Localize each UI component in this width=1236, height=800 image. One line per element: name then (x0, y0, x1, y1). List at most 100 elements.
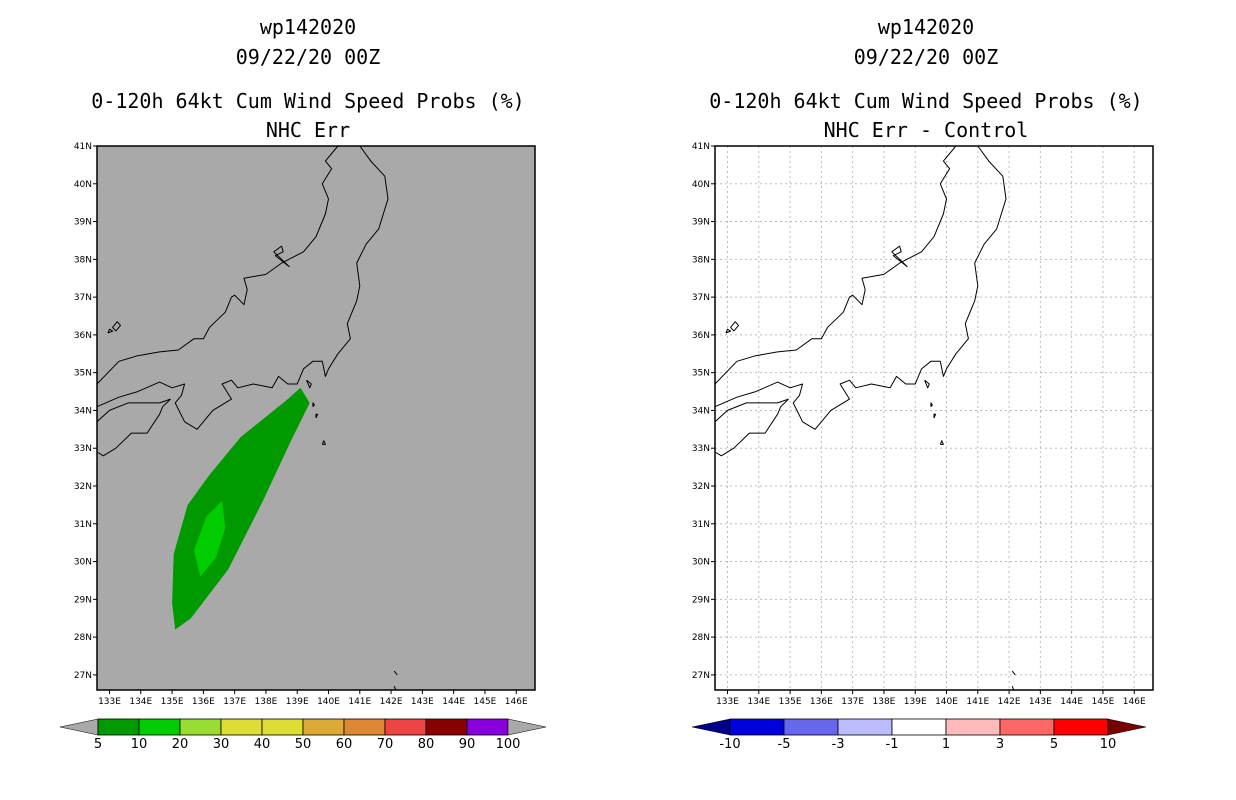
p1-coastline (930, 402, 933, 408)
p0-colorbar-segment (384, 718, 427, 736)
p1-colorbar-label: 10 (1100, 737, 1117, 752)
p0-colorbar-label: 40 (254, 737, 271, 752)
left-subtitle: NHC Err (265, 118, 351, 142)
p1-lat-label: 36N (692, 331, 710, 341)
right-storm-id: wp142020 (877, 15, 975, 39)
p0-colorbar-segment (466, 718, 509, 736)
left-datetime: 09/22/20 00Z (235, 45, 381, 69)
p1-lat-label: 31N (692, 520, 710, 530)
p0-coastline (107, 328, 114, 334)
p1-colorbar-label: -1 (886, 737, 899, 752)
p1-lon-label: 141E (966, 697, 989, 707)
p1-colorbar-low-arrow (691, 718, 731, 736)
p0-coastline (273, 245, 290, 268)
p0-colorbar-high-arrow (507, 718, 547, 736)
p0-lon-label: 146E (505, 697, 528, 707)
p1-lon-label: 144E (1060, 697, 1083, 707)
p1-lon-label: 143E (1029, 697, 1052, 707)
p1-coastline (939, 440, 944, 445)
p1-lat-label: 29N (692, 595, 710, 605)
p0-colorbar-label: 20 (172, 737, 189, 752)
p1-lat-label: 34N (692, 406, 710, 416)
p0-coastline (96, 145, 389, 430)
p0-colorbar-segment (261, 718, 304, 736)
p1-lat-label: 30N (692, 558, 710, 568)
p0-lon-label: 138E (255, 697, 278, 707)
p1-coastline (714, 398, 789, 457)
p0-colorbar-label: 50 (295, 737, 312, 752)
p0-coastline (312, 402, 315, 408)
p0-lat-label: 27N (74, 671, 92, 681)
p1-map-frame (714, 145, 1154, 691)
p0-lon-label: 135E (161, 697, 184, 707)
p0-colorbar-label: 80 (418, 737, 435, 752)
p0-lon-label: 140E (317, 697, 340, 707)
p1-colorbar-segment (729, 718, 785, 736)
p1-colorbar-segment (837, 718, 893, 736)
p1-colorbar-label: -10 (719, 737, 740, 752)
p1-lat-label: 40N (692, 180, 710, 190)
p0-colorbar-label: 100 (496, 737, 521, 752)
p1-lat-label: 41N (692, 142, 710, 152)
p0-lat-label: 34N (74, 406, 92, 416)
p0-lat-label: 41N (74, 142, 92, 152)
p1-coastline (933, 413, 937, 419)
p0-coastline (315, 413, 319, 419)
p1-lat-label: 37N (692, 293, 710, 303)
p1-coastline (714, 145, 957, 385)
right-subtitle: NHC Err - Control (823, 118, 1029, 142)
p1-lon-label: 146E (1123, 697, 1146, 707)
p0-lon-label: 143E (411, 697, 434, 707)
p1-coastline (891, 245, 908, 268)
p0-prob-contour-10 (194, 501, 226, 577)
p0-colorbar-segment (97, 718, 140, 736)
p0-lon-label: 142E (380, 697, 403, 707)
p1-colorbar-label: -3 (832, 737, 845, 752)
p1-lat-label: 38N (692, 255, 710, 265)
p1-colorbar-segment (999, 718, 1055, 736)
p0-colorbar-label: 60 (336, 737, 353, 752)
p0-colorbar-segment (343, 718, 386, 736)
p0-lat-label: 39N (74, 218, 92, 228)
p0-lat-label: 30N (74, 558, 92, 568)
p0-colorbar-label: 10 (131, 737, 148, 752)
p0-lon-label: 139E (286, 697, 309, 707)
p0-lon-label: 137E (223, 697, 246, 707)
p1-colorbar-high-arrow (1107, 718, 1147, 736)
p1-colorbar-segment (783, 718, 839, 736)
p0-coastline (112, 321, 121, 332)
p0-colorbar-segment (138, 718, 181, 736)
p1-colorbar-label: 3 (996, 737, 1004, 752)
p1-lon-label: 135E (779, 697, 802, 707)
p1-lat-label: 39N (692, 218, 710, 228)
p1-lon-label: 133E (716, 697, 739, 707)
p0-lat-label: 33N (74, 444, 92, 454)
p0-lon-label: 145E (474, 697, 497, 707)
p1-lat-label: 27N (692, 671, 710, 681)
p0-map-frame (96, 145, 536, 691)
p0-colorbar-segment (179, 718, 222, 736)
p1-colorbar-segment (945, 718, 1001, 736)
p0-lat-label: 36N (74, 331, 92, 341)
p1-colorbar-segment (891, 718, 947, 736)
p1-lon-label: 134E (747, 697, 770, 707)
p1-lon-label: 142E (998, 697, 1021, 707)
p0-colorbar-segment (425, 718, 468, 736)
p0-lat-label: 31N (74, 520, 92, 530)
left-storm-id: wp142020 (259, 15, 357, 39)
left-title: 0-120h 64kt Cum Wind Speed Probs (%) (91, 89, 525, 113)
p0-lon-label: 141E (348, 697, 371, 707)
p1-coastline (1011, 670, 1016, 676)
p1-lat-label: 28N (692, 633, 710, 643)
p0-lat-label: 35N (74, 369, 92, 379)
p0-lat-label: 28N (74, 633, 92, 643)
p1-coastline (714, 145, 1007, 430)
p0-colorbar-label: 70 (377, 737, 394, 752)
p1-colorbar-label: 1 (942, 737, 950, 752)
p1-colorbar-label: 5 (1050, 737, 1058, 752)
right-title: 0-120h 64kt Cum Wind Speed Probs (%) (709, 89, 1143, 113)
p1-lon-label: 138E (873, 697, 896, 707)
p0-colorbar-segment (220, 718, 263, 736)
p0-colorbar-label: 5 (94, 737, 102, 752)
